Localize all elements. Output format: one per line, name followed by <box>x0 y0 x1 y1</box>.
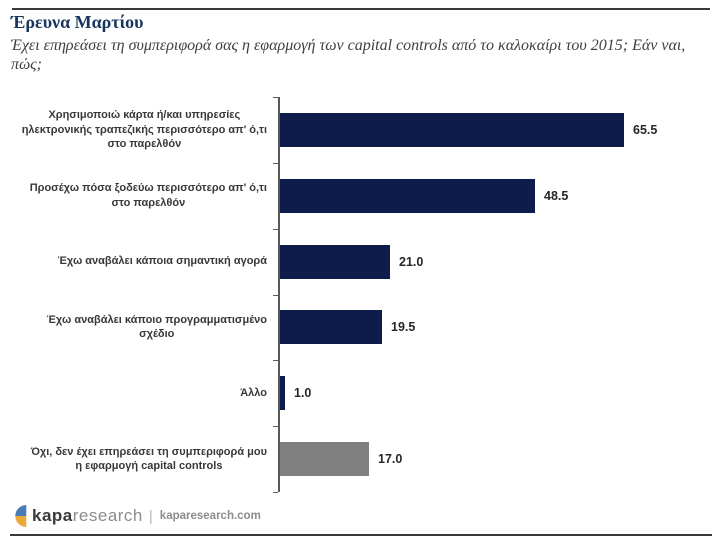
category-axis-line <box>278 97 280 492</box>
top-divider <box>12 8 710 10</box>
chart-subtitle-question: Έχει επηρεάσει τη συμπεριφορά σας η εφαρ… <box>11 37 686 73</box>
logo-text-research: research <box>72 506 143 525</box>
category-label: Έχω αναβάλει κάποιο προγραμματισμένο σχέ… <box>46 313 267 341</box>
chart-row: Έχω αναβάλει κάποιο προγραμματισμένο σχέ… <box>0 294 720 360</box>
category-label-cell: Έχω αναβάλει κάποιο προγραμματισμένο σχέ… <box>0 294 278 360</box>
category-label: Άλλο <box>240 386 267 399</box>
bar <box>280 310 382 345</box>
chart-row: Άλλο 1.0 <box>0 360 720 426</box>
value-label: 17.0 <box>378 452 403 467</box>
bar <box>280 376 285 411</box>
bar-cell: 19.5 <box>278 294 720 360</box>
axis-tick <box>273 492 278 493</box>
logo-text-kapa: kapa <box>32 506 73 525</box>
bar <box>280 112 624 147</box>
value-label: 48.5 <box>544 188 569 203</box>
axis-tick <box>273 295 278 296</box>
category-label-cell: Χρησιμοποιώ κάρτα ή/και υπηρεσίες ηλεκτρ… <box>0 97 278 163</box>
bar-chart: Χρησιμοποιώ κάρτα ή/και υπηρεσίες ηλεκτρ… <box>0 97 720 493</box>
value-label: 21.0 <box>399 254 424 269</box>
category-label: Έχω αναβάλει κάποια σημαντική αγορά <box>57 255 267 268</box>
bar <box>280 178 535 213</box>
bar-cell: 48.5 <box>278 163 720 229</box>
axis-tick <box>273 229 278 230</box>
category-label: Όχι, δεν έχει επηρεάσει τη συμπεριφορά μ… <box>30 445 267 473</box>
bar <box>280 244 390 279</box>
category-label: Προσέχω πόσα ξοδεύω περισσότερο απ' ό,τι… <box>29 182 267 209</box>
category-label: Χρησιμοποιώ κάρτα ή/και υπηρεσίες ηλεκτρ… <box>21 109 267 151</box>
bottom-divider <box>10 534 712 536</box>
kapa-research-logo-icon <box>15 505 27 527</box>
page-title: Έρευνα Μαρτίου <box>11 12 144 32</box>
category-label-cell: Όχι, δεν έχει επηρεάσει τη συμπεριφορά μ… <box>0 426 278 492</box>
bar-cell: 1.0 <box>278 360 720 426</box>
chart-row: Χρησιμοποιώ κάρτα ή/και υπηρεσίες ηλεκτρ… <box>0 97 720 163</box>
chart-row: Προσέχω πόσα ξοδεύω περισσότερο απ' ό,τι… <box>0 163 720 229</box>
chart-row: Όχι, δεν έχει επηρεάσει τη συμπεριφορά μ… <box>0 426 720 492</box>
chart-row: Έχω αναβάλει κάποια σημαντική αγορά 21.0 <box>0 229 720 295</box>
value-label: 1.0 <box>294 386 312 401</box>
bar-cell: 17.0 <box>278 426 720 492</box>
axis-tick <box>273 360 278 361</box>
axis-tick <box>273 426 278 427</box>
footer: kapa research | kaparesearch.com <box>12 503 261 529</box>
category-label-cell: Προσέχω πόσα ξοδεύω περισσότερο απ' ό,τι… <box>0 163 278 229</box>
footer-website-url: kaparesearch.com <box>159 510 261 522</box>
axis-tick <box>273 97 278 98</box>
logo-separator: | <box>148 507 153 525</box>
value-label: 19.5 <box>391 320 416 335</box>
category-label-cell: Άλλο <box>0 360 278 426</box>
axis-tick <box>273 163 278 164</box>
value-label: 65.5 <box>633 122 658 137</box>
category-label-cell: Έχω αναβάλει κάποια σημαντική αγορά <box>0 229 278 295</box>
bar <box>280 442 369 477</box>
bar-cell: 65.5 <box>278 97 720 163</box>
bar-cell: 21.0 <box>278 229 720 295</box>
